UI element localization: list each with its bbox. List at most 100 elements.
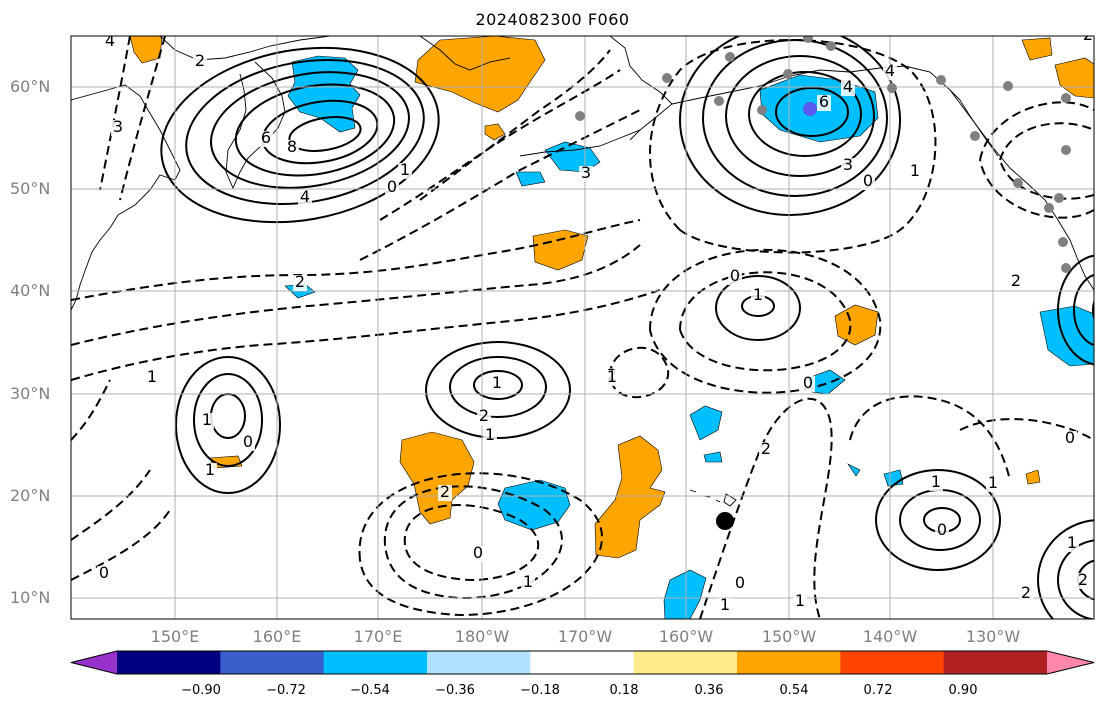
contour-label-bg	[1009, 274, 1023, 290]
colorbar-tick: −0.36	[435, 683, 475, 698]
contour-label-bg	[97, 566, 111, 582]
colorbar-segment	[220, 651, 325, 674]
colorbar-tick: −0.90	[181, 683, 221, 698]
contour-east-edge-3	[1092, 299, 1094, 321]
lat-label-10n: 10°N	[10, 588, 51, 607]
orange-patch-bering	[414, 36, 546, 113]
colorbar-tick: 0.54	[779, 683, 809, 698]
lon-label-150w: 150°W	[761, 627, 817, 646]
contour-label: 4	[105, 31, 115, 50]
station-dot	[757, 105, 767, 115]
colorbar-segment	[943, 651, 1048, 674]
contour-dateline-high-2	[449, 356, 547, 418]
dashed-south-low-2	[383, 485, 563, 600]
contour-label: 2	[761, 439, 771, 458]
lat-label-60n: 60°N	[10, 77, 51, 96]
contour-alaska-low-1	[679, 36, 901, 216]
contour-label: 1	[400, 160, 410, 179]
colorbar-tick: 0.90	[948, 683, 978, 698]
colorbar-segment	[323, 651, 428, 674]
contour-label: 2	[1078, 570, 1088, 589]
colorbar-extend-low	[71, 651, 117, 674]
colorbar-outline	[70, 650, 1095, 675]
contour-label-bg	[471, 546, 485, 562]
contour-label: 1	[795, 591, 805, 610]
contour-label: 1	[205, 460, 215, 479]
contour-label: 0	[735, 573, 745, 592]
contour-label: 1	[492, 373, 502, 392]
colorbar	[70, 650, 1095, 675]
contour-label: 0	[1065, 428, 1075, 447]
contour-label: 2	[295, 272, 305, 291]
lon-label-160e: 160°E	[252, 627, 302, 646]
colorbar-segment	[530, 651, 635, 674]
contour-label-bg	[1076, 573, 1090, 589]
dashed-ridge-3	[71, 289, 661, 381]
chukotka	[419, 36, 511, 71]
contour-nw-low-3	[210, 71, 410, 189]
colorbar-tick: 0.72	[863, 683, 893, 698]
dashed-central-loop-2	[648, 248, 882, 394]
contour-label-bg	[490, 376, 504, 392]
contour-label: 1	[753, 285, 763, 304]
dashed-sw-1	[71, 509, 171, 581]
lat-label-50n: 50°N	[10, 179, 51, 198]
station-dot	[1044, 203, 1054, 213]
bc-coast	[949, 89, 999, 157]
contour-label: 3	[843, 155, 853, 174]
contour-label-bg	[1081, 36, 1094, 44]
colorbar-tick: 0.36	[694, 683, 724, 698]
contour-label-bg	[841, 80, 855, 96]
contour-label: 1	[607, 367, 617, 386]
contour-label: 2	[479, 406, 489, 425]
contour-label-bg	[728, 269, 742, 285]
contour-label-bg	[817, 95, 831, 111]
contour-label: 0	[243, 432, 253, 451]
contour-label-bg	[298, 190, 312, 206]
colorbar-tick: −0.54	[350, 683, 390, 698]
dashed-west-vertical	[99, 36, 131, 191]
dashed-east-trough	[849, 395, 1011, 481]
dashed-west-vertical-2	[119, 36, 166, 201]
contour-label-bg	[398, 163, 412, 179]
station-dot	[1013, 178, 1023, 188]
contour-label-bg	[986, 476, 1000, 492]
colorbar-tick: −0.18	[520, 683, 560, 698]
lon-label-180w: 180°W	[454, 627, 510, 646]
contour-label-bg	[751, 288, 765, 304]
contour-label-bg	[193, 54, 207, 70]
contour-label-bg	[483, 428, 497, 444]
station-dot	[1061, 93, 1071, 103]
contour-se-corner-2	[1057, 539, 1094, 619]
orange-patch-small	[484, 123, 506, 141]
dashed-north-arc-3	[419, 49, 611, 201]
contour-label: 1	[931, 472, 941, 491]
dashed-south-low-1	[403, 504, 540, 582]
contour-label: 0	[387, 177, 397, 196]
orange-patch-central	[532, 229, 589, 271]
contour-label-bg	[1063, 431, 1077, 447]
contour-label: 6	[819, 92, 829, 111]
contour-label: 1	[720, 595, 730, 614]
contour-label: 6	[261, 128, 271, 147]
contour-label-bg	[841, 158, 855, 174]
alaska-west	[609, 36, 673, 141]
station-dot	[575, 111, 585, 121]
contour-label-bg	[521, 575, 535, 591]
orange-patch-ne-2	[1054, 57, 1094, 99]
contour-dateline-high-1	[425, 341, 571, 439]
orange-patch-east-tiny	[1025, 469, 1041, 485]
dashed-north-arc-1	[359, 109, 641, 261]
contour-central-high-1	[715, 275, 801, 341]
contour-label-bg	[793, 594, 807, 610]
contour-label-bg	[718, 598, 732, 614]
orange-patch-ne-corner	[1021, 37, 1053, 61]
contour-label-bg	[883, 64, 897, 80]
station-dot	[725, 52, 735, 62]
contour-label-bg	[861, 174, 875, 190]
orange-patch-hawaii-west	[594, 435, 666, 559]
contour-label-bg	[605, 370, 619, 386]
contour-label: 4	[885, 61, 895, 80]
lon-label-150e: 150°E	[150, 627, 200, 646]
contour-nw-low-2	[185, 58, 425, 206]
